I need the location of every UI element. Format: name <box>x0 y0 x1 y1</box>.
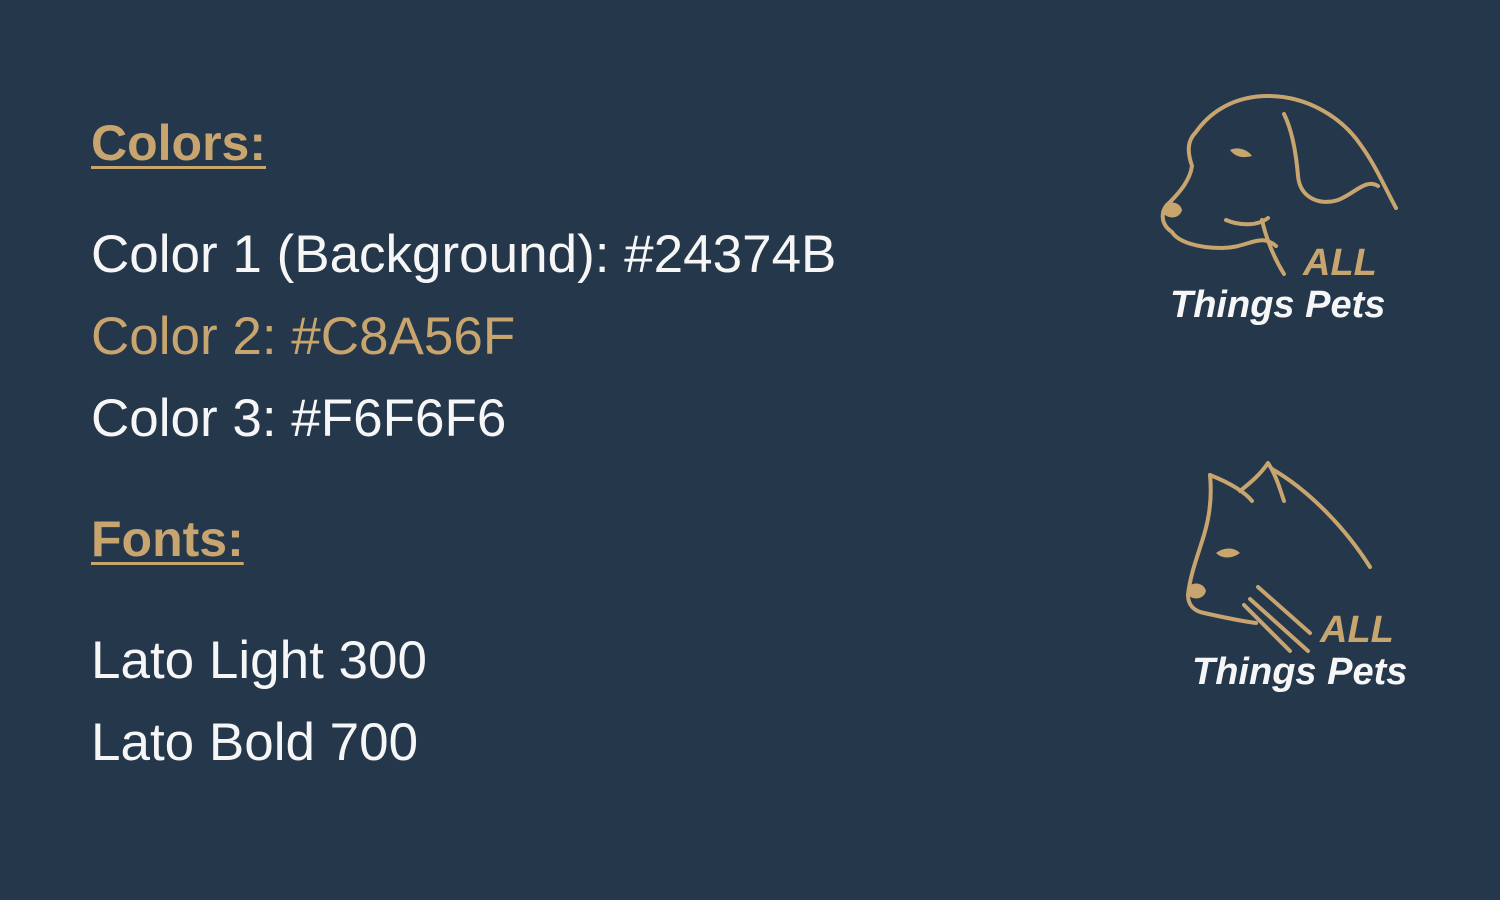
cat-logo: ALL Things Pets <box>1180 455 1440 705</box>
fonts-heading: Fonts: <box>91 511 244 567</box>
colors-heading: Colors: <box>91 115 266 171</box>
font-1-line: Lato Light 300 <box>91 631 427 690</box>
color-1-line: Color 1 (Background): #24374B <box>91 225 837 284</box>
dog-logo-all: ALL <box>1303 242 1377 284</box>
cat-logo-all: ALL <box>1320 609 1394 651</box>
cat-head-icon <box>1186 461 1372 653</box>
dog-head-icon <box>1160 94 1398 276</box>
dog-logo-name: Things Pets <box>1170 284 1386 326</box>
color-2-line: Color 2: #C8A56F <box>91 307 516 366</box>
color-3-line: Color 3: #F6F6F6 <box>91 389 507 448</box>
font-2-line: Lato Bold 700 <box>91 713 419 772</box>
cat-logo-name: Things Pets <box>1192 651 1408 693</box>
dog-logo: ALL Things Pets <box>1150 88 1410 338</box>
